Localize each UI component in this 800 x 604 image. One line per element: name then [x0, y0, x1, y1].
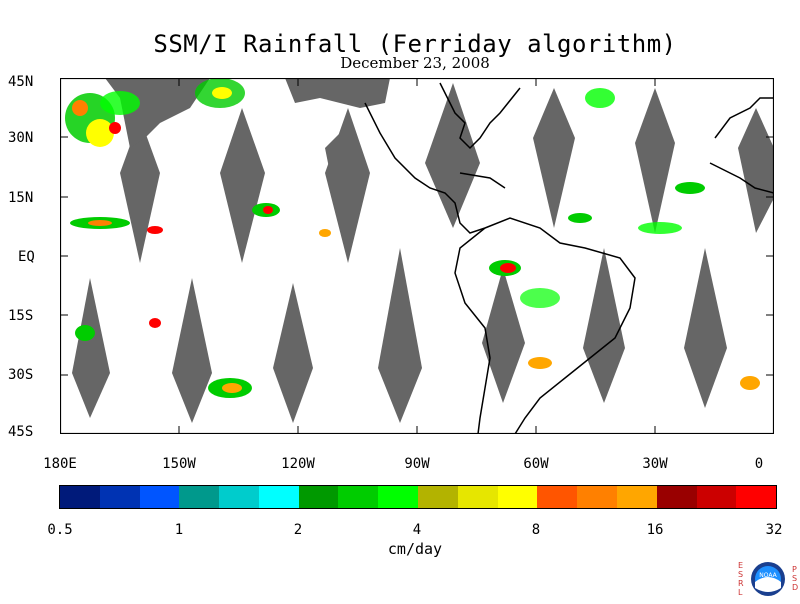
swath-gap — [325, 123, 360, 198]
colorbar — [59, 485, 777, 509]
colorbar-tick-label: 0.5 — [47, 522, 73, 538]
colorbar-swatch — [378, 486, 419, 508]
swath-gap — [425, 83, 480, 228]
map-date: December 23, 2008 — [340, 54, 490, 72]
map-title: SSM/I Rainfall (Ferriday algorithm) — [153, 30, 677, 58]
colorbar-swatch — [696, 486, 737, 508]
lon-ticks — [178, 78, 656, 434]
lat-label-30n: 30N — [8, 130, 34, 146]
swath-gap — [738, 108, 774, 233]
swath-gap — [285, 78, 390, 108]
coastline-south-america-east — [484, 217, 636, 435]
colorbar-tick-label: 1 — [174, 522, 184, 538]
colorbar-tick-label: 16 — [646, 522, 664, 538]
rainfall-patches — [65, 78, 760, 398]
colorbar-swatch — [298, 486, 339, 508]
lon-label-0: 0 — [754, 456, 764, 472]
swath-gap — [72, 278, 110, 418]
coastline-africa — [709, 162, 775, 194]
swath-gap — [172, 278, 212, 423]
colorbar-swatch — [577, 486, 617, 508]
svg-text:L: L — [738, 588, 743, 597]
lat-label-15s: 15S — [8, 308, 34, 324]
swath-gap — [684, 248, 727, 408]
swath-gap — [583, 248, 625, 403]
lat-label-eq: EQ — [18, 249, 35, 265]
lat-label-30s: 30S — [8, 367, 34, 383]
svg-text:S: S — [792, 574, 797, 583]
swath-gap — [273, 283, 313, 423]
colorbar-swatch — [656, 486, 697, 508]
rainfall-map — [59, 77, 775, 435]
swath-gap — [120, 118, 160, 263]
colorbar-swatch — [60, 486, 100, 508]
colorbar-swatch — [179, 486, 220, 508]
lon-label-120w: 120W — [281, 456, 315, 472]
coastlines — [364, 82, 775, 435]
coastline-south-america-west — [454, 227, 491, 435]
colorbar-swatch — [258, 486, 299, 508]
coastline-north-america-east — [439, 82, 521, 150]
colorbar-tick-label: 2 — [293, 522, 303, 538]
lon-label-90w: 90W — [404, 456, 430, 472]
colorbar-swatch — [219, 486, 259, 508]
map-canvas — [59, 77, 775, 435]
lon-label-180e: 180E — [43, 456, 77, 472]
svg-text:R: R — [738, 579, 744, 588]
colorbar-units: cm/day — [387, 540, 443, 558]
lon-label-30w: 30W — [642, 456, 668, 472]
colorbar-swatch — [497, 486, 538, 508]
lon-label-150w: 150W — [162, 456, 196, 472]
coastline-africa-north — [714, 97, 774, 139]
colorbar-swatch — [99, 486, 140, 508]
colorbar-tick-label: 8 — [531, 522, 541, 538]
svg-text:S: S — [738, 570, 743, 579]
colorbar-swatch — [616, 486, 657, 508]
svg-text:D: D — [792, 583, 798, 592]
colorbar-swatch — [139, 486, 180, 508]
lat-label-45n: 45N — [8, 74, 34, 90]
svg-text:NOAA: NOAA — [759, 572, 777, 579]
lon-label-60w: 60W — [523, 456, 549, 472]
svg-text:E: E — [738, 561, 743, 570]
coastline-central-america — [364, 102, 486, 234]
svg-text:P: P — [792, 565, 797, 574]
data-gap-swaths — [72, 78, 774, 423]
colorbar-swatch — [418, 486, 458, 508]
lat-label-45s: 45S — [8, 424, 34, 440]
swath-gap — [533, 88, 575, 228]
swath-gap — [220, 108, 265, 263]
colorbar-swatch — [537, 486, 578, 508]
colorbar-swatch — [338, 486, 379, 508]
colorbar-tick-label: 4 — [412, 522, 422, 538]
colorbar-swatch — [736, 486, 777, 508]
colorbar-tick-label: 32 — [765, 522, 783, 538]
swath-gap — [635, 88, 675, 233]
lat-label-15n: 15N — [8, 190, 34, 206]
lat-ticks — [60, 136, 774, 376]
swath-gap — [378, 248, 422, 423]
coastline-caribbean — [459, 172, 506, 189]
swath-gap — [482, 268, 525, 403]
colorbar-swatch — [457, 486, 498, 508]
